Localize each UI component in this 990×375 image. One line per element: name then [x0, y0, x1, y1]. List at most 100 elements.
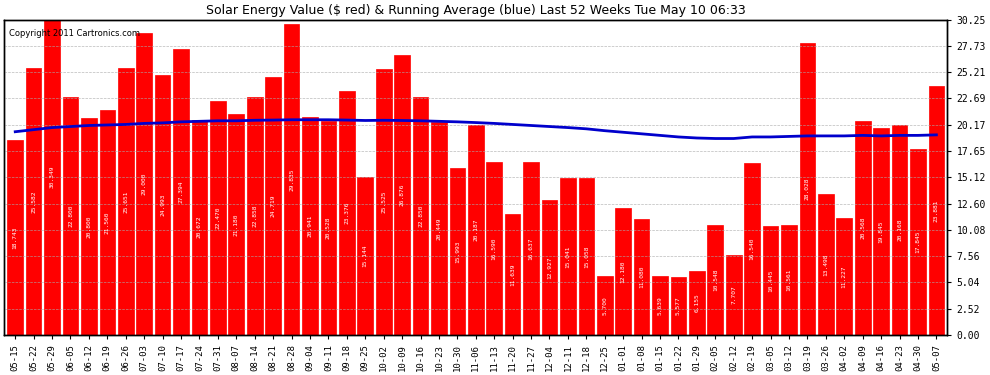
Text: 20.187: 20.187 — [473, 219, 478, 241]
Text: 29.835: 29.835 — [289, 168, 294, 191]
Text: 11.639: 11.639 — [510, 263, 515, 285]
Text: 11.227: 11.227 — [842, 265, 846, 288]
Text: 5.577: 5.577 — [676, 297, 681, 315]
Bar — [229, 114, 245, 335]
Text: 20.800: 20.800 — [86, 215, 91, 238]
Text: 23.376: 23.376 — [345, 202, 349, 224]
Bar — [744, 163, 760, 335]
Bar — [652, 276, 668, 335]
Text: 16.637: 16.637 — [529, 237, 534, 260]
Bar — [670, 277, 686, 335]
Bar — [800, 43, 815, 335]
Text: 25.525: 25.525 — [381, 191, 386, 213]
Bar — [781, 225, 797, 335]
Bar — [137, 33, 152, 335]
Text: 17.845: 17.845 — [916, 231, 921, 253]
Bar — [837, 218, 852, 335]
Text: 10.445: 10.445 — [768, 269, 773, 292]
Text: 21.180: 21.180 — [234, 213, 239, 236]
Bar — [578, 178, 594, 335]
Bar — [873, 128, 889, 335]
Text: 20.672: 20.672 — [197, 216, 202, 238]
Text: 16.540: 16.540 — [749, 237, 754, 260]
Bar — [689, 271, 705, 335]
Bar — [929, 86, 944, 335]
Text: 25.651: 25.651 — [124, 190, 129, 213]
Bar — [468, 124, 484, 335]
Text: 16.590: 16.590 — [492, 237, 497, 260]
Text: 10.561: 10.561 — [786, 268, 791, 291]
Bar — [302, 117, 318, 335]
Text: 15.041: 15.041 — [565, 245, 570, 268]
Bar — [357, 177, 373, 335]
Text: 13.498: 13.498 — [824, 254, 829, 276]
Bar — [762, 226, 778, 335]
Text: 5.639: 5.639 — [657, 296, 662, 315]
Text: 12.180: 12.180 — [621, 260, 626, 283]
Bar — [726, 255, 742, 335]
Text: 15.993: 15.993 — [454, 240, 460, 263]
Bar — [284, 24, 299, 335]
Bar — [265, 77, 281, 335]
Bar — [449, 168, 465, 335]
Text: 25.582: 25.582 — [31, 190, 37, 213]
Text: 24.719: 24.719 — [270, 195, 275, 217]
Bar — [892, 125, 908, 335]
Bar — [560, 178, 576, 335]
Bar — [505, 214, 521, 335]
Bar — [597, 276, 613, 335]
Text: 19.845: 19.845 — [878, 220, 884, 243]
Text: 29.000: 29.000 — [142, 172, 147, 195]
Bar — [854, 121, 870, 335]
Text: 20.528: 20.528 — [326, 217, 331, 239]
Text: 23.881: 23.881 — [934, 199, 939, 222]
Text: 30.349: 30.349 — [50, 165, 54, 188]
Text: Copyright 2011 Cartronics.com: Copyright 2011 Cartronics.com — [9, 29, 140, 38]
Text: 20.941: 20.941 — [308, 214, 313, 237]
Text: 20.168: 20.168 — [897, 219, 902, 241]
Bar — [45, 19, 60, 335]
Text: 24.993: 24.993 — [160, 194, 165, 216]
Text: 20.568: 20.568 — [860, 216, 865, 239]
Bar — [7, 140, 23, 335]
Bar — [62, 98, 78, 335]
Bar — [524, 162, 539, 335]
Text: 15.144: 15.144 — [362, 245, 367, 267]
Bar — [486, 162, 502, 335]
Bar — [100, 110, 115, 335]
Bar — [616, 208, 631, 335]
Text: 12.927: 12.927 — [547, 256, 552, 279]
Bar — [26, 68, 42, 335]
Text: 10.548: 10.548 — [713, 269, 718, 291]
Bar — [818, 194, 834, 335]
Text: 6.155: 6.155 — [694, 294, 699, 312]
Text: 18.743: 18.743 — [13, 226, 18, 249]
Text: 15.058: 15.058 — [584, 245, 589, 268]
Text: 22.850: 22.850 — [418, 205, 423, 227]
Bar — [431, 122, 446, 335]
Text: 21.560: 21.560 — [105, 211, 110, 234]
Bar — [542, 200, 557, 335]
Bar — [173, 50, 189, 335]
Bar — [118, 68, 134, 335]
Text: 27.394: 27.394 — [178, 181, 183, 204]
Text: 28.028: 28.028 — [805, 178, 810, 200]
Title: Solar Energy Value ($ red) & Running Average (blue) Last 52 Weeks Tue May 10 06:: Solar Energy Value ($ red) & Running Ave… — [206, 4, 745, 17]
Bar — [321, 121, 337, 335]
Bar — [339, 92, 354, 335]
Bar — [210, 101, 226, 335]
Bar — [910, 149, 926, 335]
Text: 20.449: 20.449 — [437, 217, 442, 240]
Bar — [634, 219, 649, 335]
Text: 26.876: 26.876 — [400, 184, 405, 206]
Text: 11.080: 11.080 — [640, 266, 644, 288]
Bar — [247, 97, 262, 335]
Bar — [154, 75, 170, 335]
Bar — [81, 118, 97, 335]
Bar — [394, 55, 410, 335]
Bar — [413, 97, 429, 335]
Text: 22.800: 22.800 — [68, 205, 73, 227]
Bar — [192, 120, 207, 335]
Text: 5.700: 5.700 — [602, 296, 607, 315]
Bar — [376, 69, 391, 335]
